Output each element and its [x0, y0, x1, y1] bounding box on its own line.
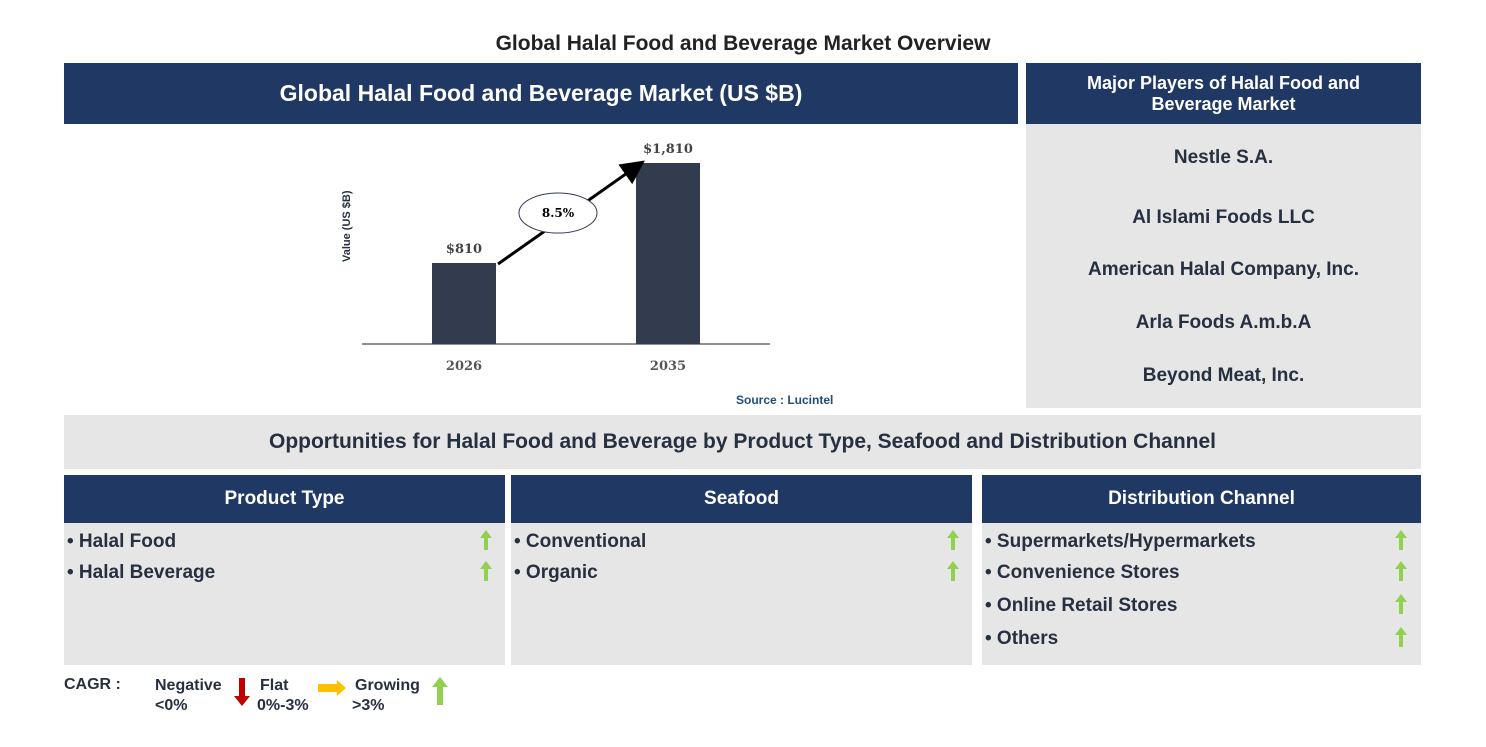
growing-arrow-icon [1395, 561, 1407, 581]
segment-item: • Conventional [514, 531, 647, 552]
players-panel [1026, 124, 1421, 408]
growing-arrow-icon [1395, 530, 1407, 550]
segment-header-seafood: Seafood [511, 475, 972, 523]
right-arrow-icon [318, 680, 346, 696]
segment-item: • Convenience Stores [985, 562, 1180, 583]
bar-2035 [636, 163, 700, 344]
legend-flat-label: Flat [260, 677, 289, 694]
legend-negative-label: Negative [155, 677, 222, 694]
growing-arrow-icon [480, 561, 492, 581]
source-label: Source : Lucintel [736, 393, 834, 407]
legend-negative-range: <0% [155, 697, 188, 714]
segment-header-product-type: Product Type [64, 475, 505, 523]
legend-growing-range: >3% [352, 697, 385, 714]
legend-negative: Negative <0% [155, 676, 222, 716]
growing-arrow-icon [1395, 627, 1407, 647]
bar-2026 [432, 263, 496, 344]
segment-item: • Supermarkets/Hypermarkets [985, 531, 1256, 552]
cagr-label: 8.5% [542, 206, 575, 220]
player-4: Arla Foods A.m.b.A [1135, 312, 1312, 333]
legend-flat: Flat 0%-3% [257, 676, 309, 716]
legend-flat-range: 0%-3% [257, 697, 309, 714]
value-label: $810 [446, 242, 482, 257]
segment-panel-seafood [511, 523, 972, 665]
player-3: American Halal Company, Inc. [1087, 259, 1359, 280]
legend-growing: Growing >3% [352, 676, 420, 716]
segment-header-distribution-channel: Distribution Channel [982, 475, 1421, 523]
growing-arrow-icon [947, 561, 959, 581]
segment-panel-distribution-channel [982, 523, 1421, 665]
market-header: Global Halal Food and Beverage Market (U… [64, 63, 1018, 124]
player-2: Al Islami Foods LLC [1132, 207, 1315, 228]
cagr-bubble [518, 192, 598, 234]
y-axis-label: Value (US $B) [341, 190, 353, 262]
segment-item: • Online Retail Stores [985, 595, 1178, 616]
legend-growing-label: Growing [355, 677, 420, 694]
player-1: Nestle S.A. [1173, 147, 1274, 168]
players-header: Major Players of Halal Food and Beverage… [1026, 63, 1421, 124]
value-label: $1,810 [643, 142, 693, 157]
growing-arrow-icon [947, 530, 959, 550]
segment-item: • Halal Beverage [67, 562, 216, 583]
player-5: Beyond Meat, Inc. [1142, 365, 1305, 386]
growing-arrow-icon [480, 530, 492, 550]
legend-cagr: CAGR : [64, 676, 121, 693]
segment-item: • Others [985, 628, 1059, 649]
segment-item: • Halal Food [67, 531, 177, 552]
market-chart: Value (US $B) $810 2026 $1,810 2035 8.5% [341, 142, 770, 374]
x-tick-label: 2026 [446, 359, 482, 374]
growing-arrow-icon [1395, 594, 1407, 614]
down-arrow-icon [234, 678, 250, 706]
page-title: Global Halal Food and Beverage Market Ov… [495, 32, 991, 55]
segment-panel-product-type [64, 523, 505, 665]
x-tick-label: 2035 [650, 359, 686, 374]
up-arrow-icon [432, 677, 448, 705]
opportunities-header: Opportunities for Halal Food and Beverag… [64, 415, 1421, 469]
segment-item: • Organic [514, 562, 598, 583]
